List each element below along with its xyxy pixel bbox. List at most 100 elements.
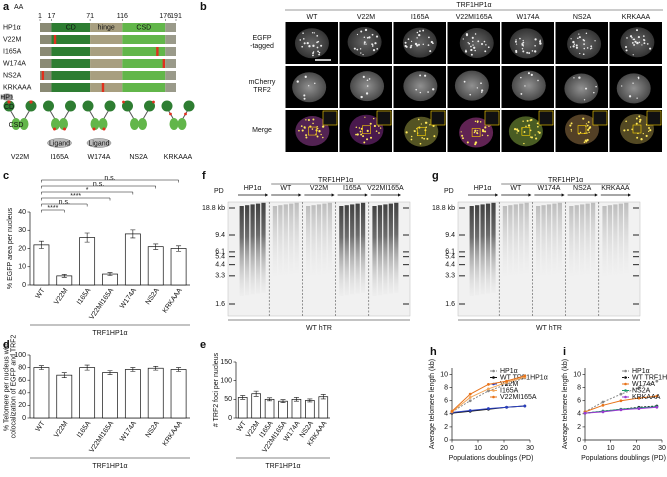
domain-segment — [40, 47, 52, 56]
lane-smear — [569, 206, 574, 276]
error-bar — [38, 240, 44, 249]
focus — [521, 47, 524, 50]
bar — [318, 396, 329, 419]
y-tick-label: 6 — [577, 398, 581, 405]
row-label: -tagged — [250, 43, 274, 50]
lane-smear — [306, 206, 311, 276]
focus — [368, 36, 371, 39]
focus — [632, 82, 634, 84]
series-point — [487, 382, 490, 386]
domain-segment — [40, 35, 52, 44]
bar — [147, 246, 164, 286]
panel-title: TRF1HP1α — [456, 2, 491, 9]
focus — [312, 118, 315, 121]
focus — [353, 47, 356, 50]
arrow-head — [561, 193, 565, 197]
cd-domain — [144, 100, 155, 112]
panel-letter: c — [3, 170, 9, 182]
x-tick-label: KRKAAA — [162, 420, 184, 448]
focus — [373, 117, 375, 120]
marker-label: 5.4 — [215, 253, 225, 260]
focus — [641, 44, 643, 46]
focus — [583, 43, 585, 45]
focus — [322, 136, 324, 139]
focus — [631, 42, 634, 44]
row-label: I165A — [3, 48, 22, 55]
focus — [515, 39, 517, 41]
lane-smear — [580, 204, 585, 275]
error-bar — [61, 274, 67, 278]
focus — [483, 40, 486, 43]
row-label: W174A — [3, 60, 26, 67]
inset — [646, 110, 662, 126]
significance-bracket — [41, 209, 65, 213]
focus — [633, 44, 635, 46]
column-label: KRKAAA — [622, 14, 651, 21]
domain-segment — [90, 71, 123, 80]
focus — [424, 121, 428, 124]
error-bar — [38, 365, 44, 370]
series-point — [583, 411, 587, 415]
focus — [585, 87, 588, 90]
nucleus — [294, 28, 329, 59]
panel-letter: a — [3, 1, 10, 13]
cd-domain — [65, 100, 76, 112]
bar — [251, 393, 261, 419]
lane-smear — [289, 203, 294, 274]
domain-segment — [40, 71, 52, 80]
focus — [416, 31, 419, 34]
panel-letter: e — [200, 339, 206, 351]
focus — [480, 82, 482, 85]
domain-segment — [90, 35, 123, 44]
focus — [368, 78, 371, 80]
domain-segment — [40, 83, 52, 92]
focus — [413, 130, 416, 133]
x-axis-title: Populations doublings (PD) — [449, 455, 534, 462]
focus — [632, 54, 634, 56]
lane-smear — [327, 202, 332, 273]
focus — [474, 49, 476, 52]
focus — [375, 35, 379, 38]
lane-smear — [513, 204, 518, 275]
y-tick-label: 10 — [573, 371, 581, 378]
focus — [374, 42, 377, 45]
x-axis-title: TRF1HP1α — [92, 330, 127, 337]
focus — [316, 46, 319, 49]
focus — [470, 48, 473, 52]
focus — [424, 74, 427, 77]
mutation-mark — [162, 59, 166, 68]
panel-letter: d — [3, 339, 10, 351]
nucleus — [508, 116, 543, 147]
focus — [634, 40, 637, 43]
significance-bracket — [41, 203, 88, 207]
group-header: TRF1HP1α — [548, 177, 583, 184]
cartoon-label: W174A — [88, 154, 111, 161]
y-tick-label: 50 — [224, 396, 232, 403]
y-tick-label: 20 — [18, 245, 26, 252]
lane-smear — [372, 206, 377, 296]
mutation-dot — [53, 127, 56, 131]
focus — [419, 74, 422, 77]
focus — [307, 85, 310, 87]
lane-smear — [344, 205, 349, 296]
arrow-head — [594, 193, 598, 197]
nucleus — [619, 114, 654, 145]
y-tick-label: 0 — [22, 282, 26, 289]
y-tick-label: 100 — [14, 352, 26, 359]
focus — [522, 39, 524, 42]
focus — [646, 43, 649, 45]
nucleus — [459, 28, 494, 59]
mutation-dot — [102, 127, 106, 131]
focus — [635, 122, 638, 125]
focus — [621, 85, 623, 87]
arrow-head — [628, 193, 631, 197]
focus — [316, 127, 319, 130]
inset — [592, 110, 608, 126]
focus — [312, 51, 315, 53]
x-tick-label: 10 — [607, 445, 615, 452]
residue-label: 191 — [170, 13, 182, 20]
y-axis-title: colocalization of EGFP and TRF2 — [10, 335, 17, 439]
focus — [484, 126, 487, 129]
y-axis-title: % EGFP area per nucleus — [7, 207, 14, 289]
cd-domain — [43, 100, 54, 112]
